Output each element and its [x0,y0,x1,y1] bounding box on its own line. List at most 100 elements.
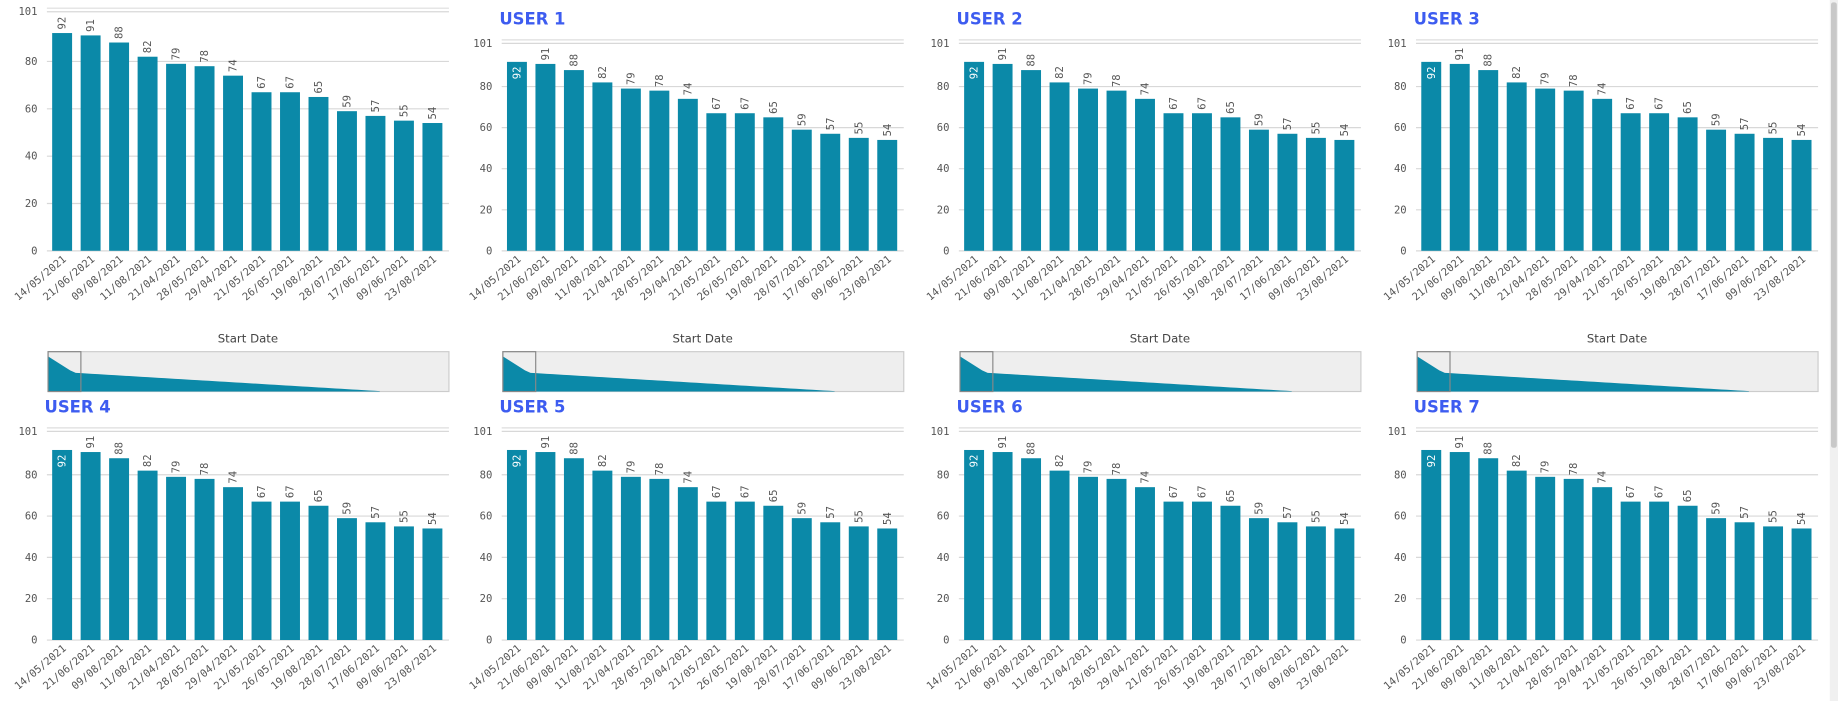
overview-window[interactable] [47,351,82,393]
y-tick-label: 20 [25,593,38,605]
y-tick-label: 0 [486,635,492,647]
y-tick-label: 0 [31,635,37,647]
value-label: 91 [997,48,1009,61]
y-tick-label: 101 [18,426,37,438]
value-label: 54 [427,107,439,120]
bars: 92 91 88 82 79 78 74 67 67 65 59 57 55 54 [964,436,1355,641]
value-label: 67 [711,485,723,498]
chart-title: USER 2 [957,10,1023,29]
value-label: 57 [1282,506,1294,519]
bar [1763,137,1784,251]
overview-window[interactable] [1416,351,1451,393]
chart: 0 20 40 60 80 101 92 91 88 82 79 78 74 67 67 65 59 57 55 54… [12,6,450,393]
bars: 92 91 88 82 79 78 74 67 67 65 59 57 55 54 [1421,48,1812,251]
y-tick-label: 20 [25,198,38,210]
value-label: 78 [1111,463,1123,476]
value-label: 74 [228,59,240,72]
chart-title: USER 6 [957,398,1023,417]
y-tick-label: 40 [480,552,493,564]
bar [1592,487,1613,641]
bar [1248,518,1269,641]
bar [1421,449,1442,641]
bar [137,470,158,641]
y-tick-label: 20 [480,204,493,216]
value-label: 79 [171,48,183,61]
y-tick-label: 80 [25,469,38,481]
bar [677,487,698,641]
overview-bars [502,356,835,392]
value-label: 74 [1140,471,1152,484]
bar [1334,528,1355,641]
bar [1706,129,1727,251]
chart-title: USER 3 [1414,10,1480,29]
bar [964,61,985,251]
y-tick-label: 40 [937,552,950,564]
value-label: 78 [654,74,666,87]
y-tick-label: 40 [937,163,950,175]
overview-window[interactable] [502,351,537,393]
y-tick-label: 0 [943,635,949,647]
value-label: 88 [1026,54,1038,67]
y-tick-label: 101 [18,6,37,18]
value-label: 55 [398,104,410,117]
overview-window[interactable] [959,351,994,393]
bar [848,526,869,641]
bar [791,518,812,641]
value-label: 67 [1654,97,1666,110]
bar [1506,82,1527,251]
bar [251,92,272,251]
y-tick-label: 20 [1394,204,1407,216]
overview-bars [960,356,1292,392]
bar [308,96,329,251]
value-label: 59 [1253,502,1265,515]
value-label: 79 [625,461,637,474]
value-label: 57 [370,506,382,519]
value-label: 79 [625,72,637,85]
bar [393,120,414,251]
x-axis-title: Start Date [218,331,278,345]
bar [877,139,898,251]
scrollbar-thumb[interactable] [1830,2,1837,448]
y-tick-label: 40 [25,151,38,163]
value-label: 65 [768,101,780,114]
bar [1449,452,1470,641]
value-label: 65 [313,81,325,94]
y-tick-label: 101 [930,426,949,438]
value-label: 67 [1196,485,1208,498]
value-label: 55 [1310,122,1322,135]
bar [820,522,841,641]
y-tick-label: 0 [1400,635,1406,647]
bar [1106,90,1127,251]
value-label: 67 [1168,485,1180,498]
value-label: 67 [739,485,751,498]
bar [1106,478,1127,641]
y-tick-label: 40 [1394,552,1407,564]
value-label: 59 [796,502,808,515]
value-label: 67 [1196,97,1208,110]
value-label: 92 [511,455,523,468]
y-tick-label: 0 [486,245,492,257]
bar [706,501,727,641]
bar [535,452,556,641]
bar [280,501,300,641]
bar [734,501,755,641]
bars: 92 91 88 82 79 78 74 67 67 65 59 57 55 54 [52,17,443,251]
bar [620,88,641,251]
bar [1649,501,1670,641]
x-axis-title: Start Date [1587,331,1647,345]
y-tick-label: 40 [25,552,38,564]
bar [1563,90,1584,251]
y-tick-label: 20 [937,204,950,216]
value-label: 67 [1654,485,1666,498]
y-tick-label: 101 [1388,38,1407,50]
bar [1021,70,1042,251]
bar [1620,501,1641,641]
bar [1449,63,1470,251]
y-tick-label: 101 [930,38,949,50]
bars: 92 91 88 82 79 78 74 67 67 65 59 57 55 54 [506,436,898,641]
bar [1763,526,1784,641]
y-tick-label: 80 [937,81,950,93]
value-label: 91 [540,436,552,449]
bar [877,528,898,641]
y-tick-label: 101 [473,426,492,438]
